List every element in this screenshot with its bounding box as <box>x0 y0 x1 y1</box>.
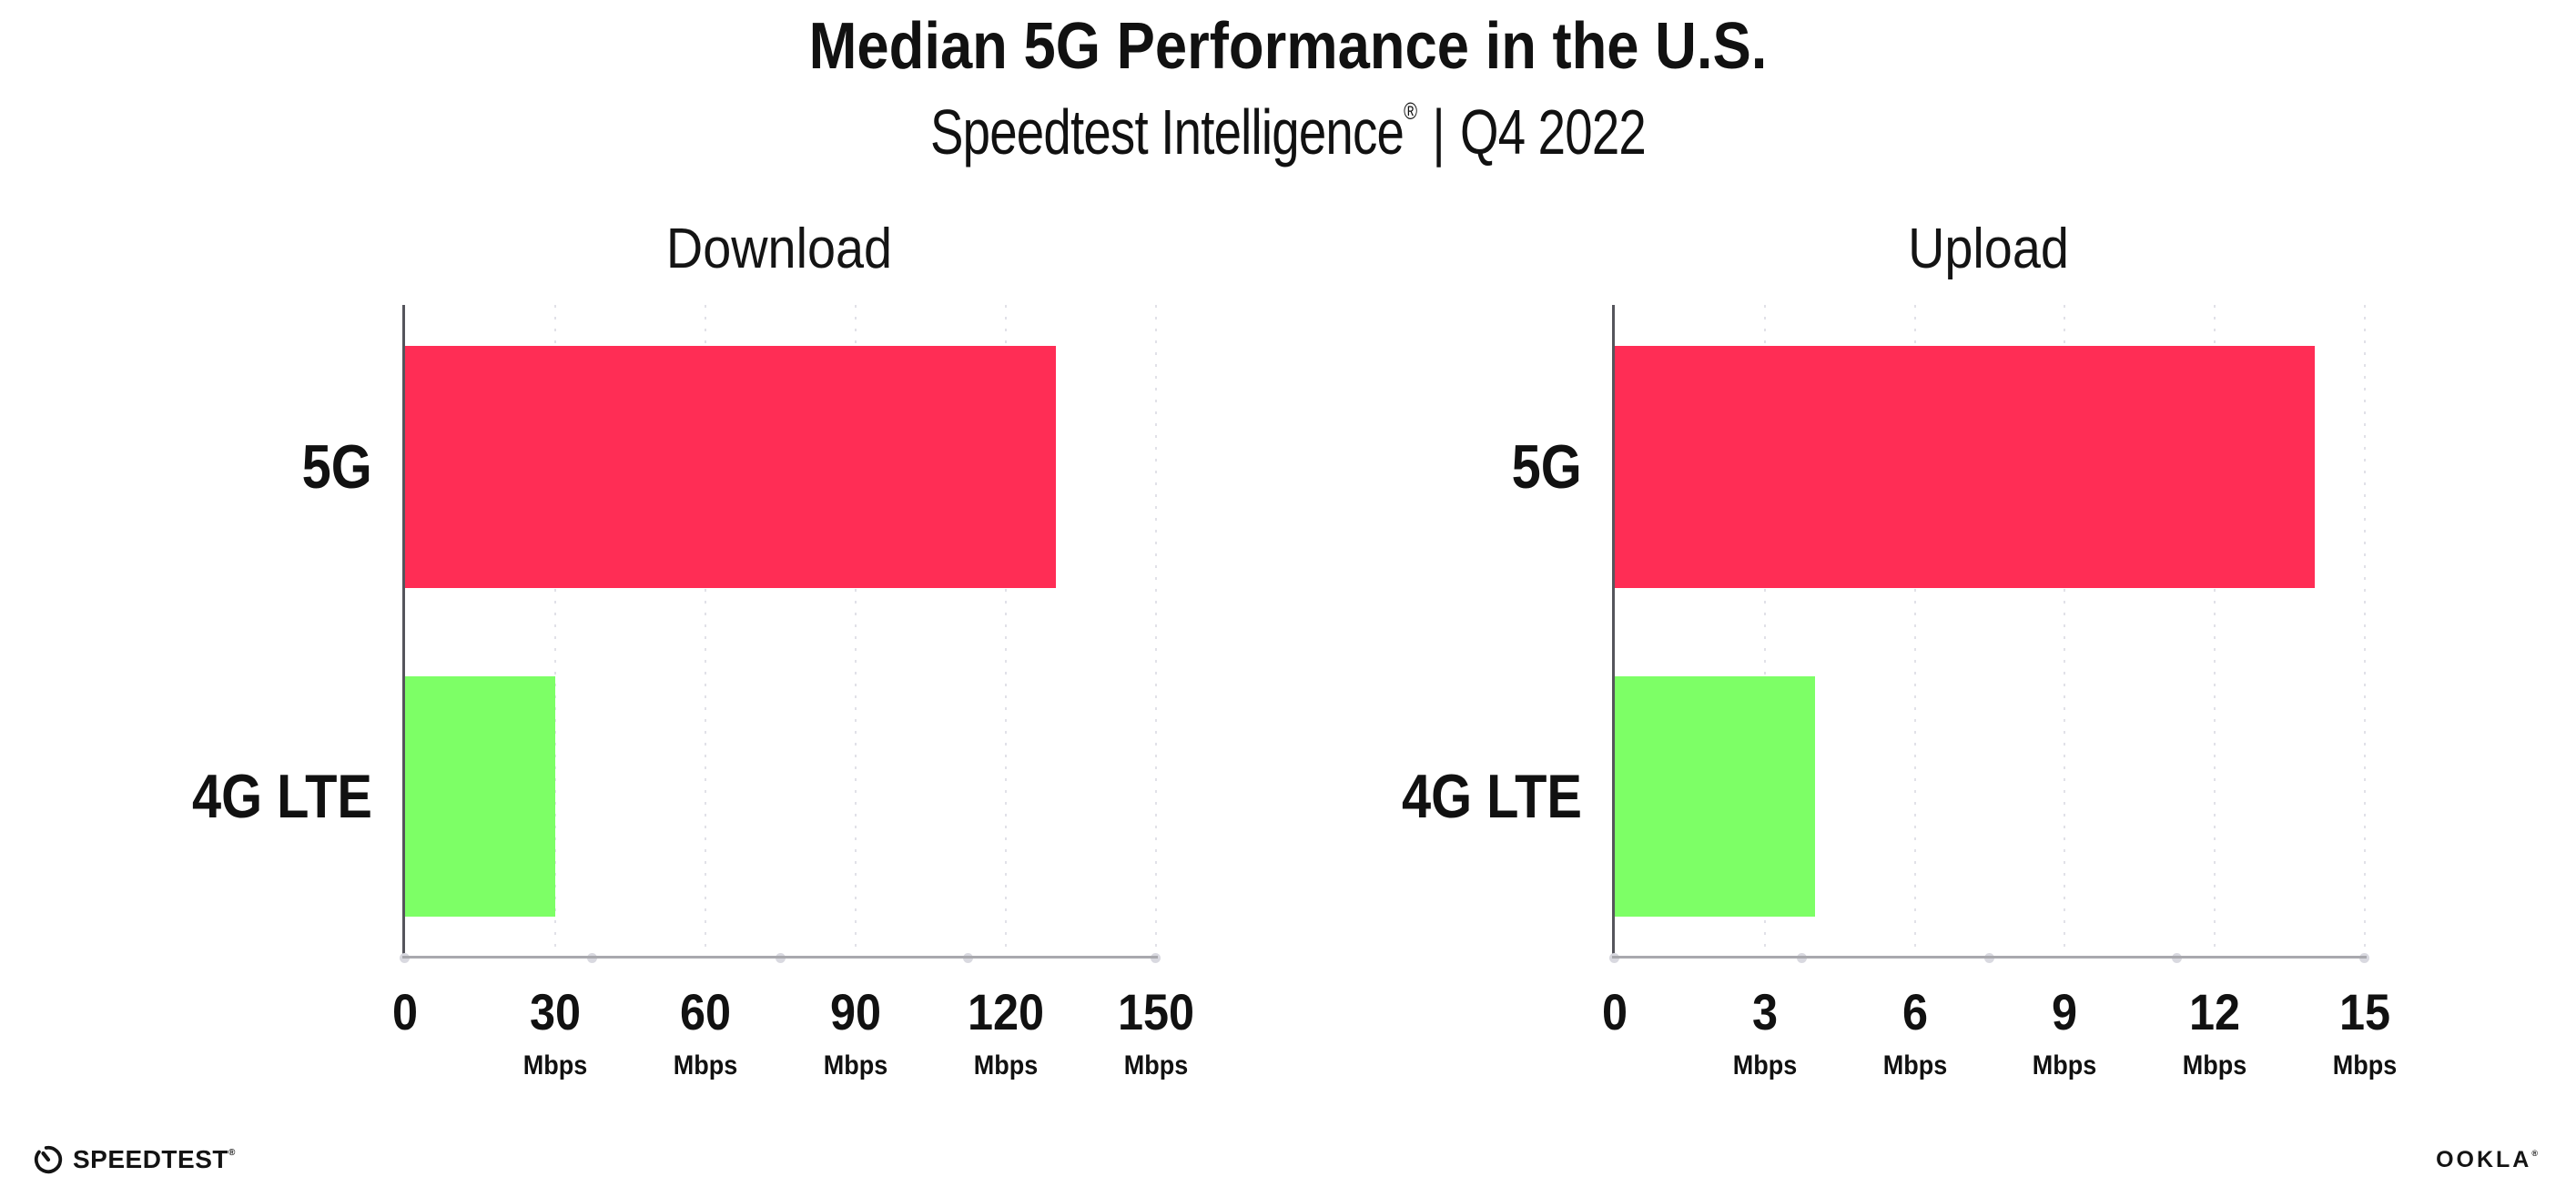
category-label-upload-5g: 5G <box>1511 432 1582 502</box>
x-tick-inner-upload-3: 3 Mbps <box>1733 987 1797 1080</box>
x-tick-inner-upload-15: 15 Mbps <box>2333 987 2397 1080</box>
bar-download-5g <box>405 346 1056 588</box>
gridline-download-60 <box>705 305 706 956</box>
gridline-upload-6 <box>1913 305 1916 956</box>
x-tick-inner-download-150: 150 Mbps <box>1118 987 1194 1080</box>
x-tick-value-upload-15: 15 <box>2338 983 2391 1040</box>
x-tick-download-0: 0 <box>390 987 419 1038</box>
x-tick-value-download-150: 150 <box>1117 983 1195 1040</box>
x-tick-unit-upload-6: Mbps <box>1882 1050 1947 1080</box>
x-tick-download-60: 60 Mbps <box>670 987 741 1080</box>
bar-upload-4g-lte <box>1615 675 1815 918</box>
speedtest-gauge-icon <box>34 1145 63 1174</box>
x-tick-unit-download-120: Mbps <box>973 1050 1039 1080</box>
x-tick-unit-download-150: Mbps <box>1123 1050 1189 1080</box>
x-tick-unit-upload-3: Mbps <box>1732 1050 1798 1080</box>
speedtest-wordmark: SPEEDTEST® <box>73 1147 236 1172</box>
x-tick-value-upload-12: 12 <box>2189 983 2241 1040</box>
gridline-upload-3 <box>1763 305 1766 956</box>
x-axis-line-upload <box>1612 956 2367 959</box>
x-tick-upload-9: 9 Mbps <box>2029 987 2100 1080</box>
bar-upload-5g <box>1615 346 2316 588</box>
x-tick-value-download-30: 30 <box>529 983 582 1040</box>
x-tick-unit-upload-15: Mbps <box>2332 1050 2398 1080</box>
x-tick-inner-download-30: 30 Mbps <box>523 987 587 1080</box>
gridline-download-90 <box>855 305 857 956</box>
x-tick-upload-3: 3 Mbps <box>1729 987 1800 1080</box>
gridline-upload-12 <box>2214 305 2216 956</box>
x-tick-inner-upload-9: 9 Mbps <box>2033 987 2096 1080</box>
plot-area-download: 5G 4G LTE 0 30 Mbps 60 Mbps 90 Mbps 120 Mbps 150 Mbp… <box>192 305 1194 1080</box>
x-tick-value-upload-9: 9 <box>2052 983 2078 1040</box>
x-tick-download-120: 120 Mbps <box>963 987 1048 1080</box>
x-tick-upload-12: 12 Mbps <box>2179 987 2250 1080</box>
ookla-logo: OOKLA® <box>2436 1149 2538 1172</box>
speedtest-logo: SPEEDTEST® <box>33 1144 236 1175</box>
x-tick-value-download-120: 120 <box>967 983 1045 1040</box>
gridline-download-120 <box>1005 305 1007 956</box>
x-axis-line-download <box>402 956 1158 959</box>
page-subtitle: Speedtest Intelligence® | Q4 2022 <box>283 91 2292 174</box>
category-label-download-4g-lte: 4G LTE <box>191 761 372 831</box>
x-tick-unit-download-90: Mbps <box>823 1050 888 1080</box>
category-label-upload-4g-lte: 4G LTE <box>1401 761 1582 831</box>
subtitle-period: Q4 2022 <box>1460 96 1647 167</box>
x-tick-download-30: 30 Mbps <box>520 987 591 1080</box>
x-tick-inner-download-0: 0 <box>392 987 418 1038</box>
x-tick-inner-upload-6: 6 Mbps <box>1882 987 1946 1080</box>
gridline-upload-9 <box>2064 305 2066 956</box>
x-tick-unit-download-30: Mbps <box>522 1050 588 1080</box>
gridline-download-30 <box>554 305 556 956</box>
ookla-registered-mark: ® <box>2531 1149 2538 1158</box>
x-tick-inner-download-120: 120 Mbps <box>968 987 1044 1080</box>
plot-area-upload: 5G 4G LTE 0 3 Mbps 6 Mbps 9 Mbps 12 Mbps 15 Mbps <box>1402 305 2397 1080</box>
category-label-download-5g: 5G <box>301 432 372 502</box>
x-tick-inner-download-90: 90 Mbps <box>824 987 887 1080</box>
x-tick-value-download-60: 60 <box>679 983 732 1040</box>
page-title: Median 5G Performance in the U.S. <box>808 10 1768 83</box>
x-tick-upload-0: 0 <box>1600 987 1628 1038</box>
x-tick-unit-download-60: Mbps <box>673 1050 738 1080</box>
chart-title-download: Download <box>665 218 893 280</box>
footer: SPEEDTEST® OOKLA® <box>0 1115 2576 1197</box>
x-tick-value-upload-0: 0 <box>1601 983 1628 1040</box>
x-tick-value-upload-6: 6 <box>1902 983 1928 1040</box>
x-tick-value-upload-3: 3 <box>1751 983 1778 1040</box>
subtitle-brand: Speedtest Intelligence <box>929 96 1405 167</box>
subtitle-divider: | <box>1432 96 1445 167</box>
chart-title-upload: Upload <box>1908 218 2069 280</box>
x-tick-unit-upload-12: Mbps <box>2182 1050 2247 1080</box>
x-tick-inner-upload-0: 0 <box>1602 987 1628 1038</box>
x-tick-value-download-0: 0 <box>391 983 419 1040</box>
ookla-logo-text: OOKLA <box>2436 1147 2532 1172</box>
registered-trademark-symbol: ® <box>1404 97 1417 125</box>
bar-download-4g-lte <box>405 675 555 918</box>
x-tick-inner-upload-12: 12 Mbps <box>2183 987 2246 1080</box>
x-tick-download-150: 150 Mbps <box>1113 987 1198 1080</box>
gridline-download-150 <box>1155 305 1157 956</box>
x-tick-inner-download-60: 60 Mbps <box>674 987 737 1080</box>
x-tick-download-90: 90 Mbps <box>820 987 891 1080</box>
x-tick-upload-6: 6 Mbps <box>1879 987 1950 1080</box>
x-tick-value-download-90: 90 <box>829 983 882 1040</box>
x-tick-unit-upload-9: Mbps <box>2033 1050 2097 1080</box>
gridline-upload-15 <box>2364 305 2366 956</box>
speedtest-logo-text: SPEEDTEST <box>73 1145 228 1173</box>
x-tick-upload-15: 15 Mbps <box>2329 987 2400 1080</box>
speedtest-registered-mark: ® <box>228 1148 236 1158</box>
